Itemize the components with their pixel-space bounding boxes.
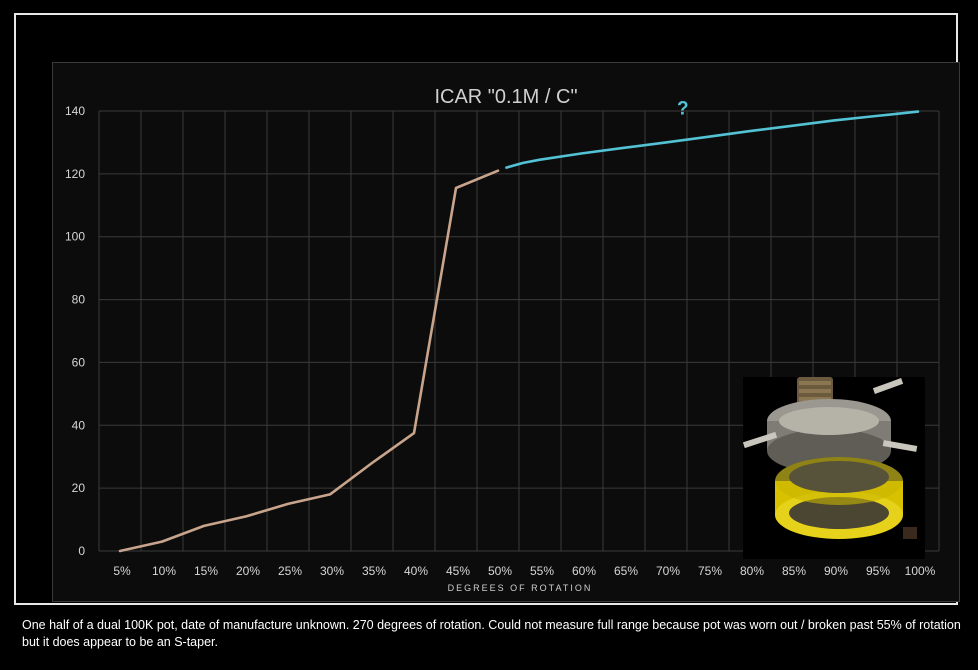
x-tick-label: 50% — [488, 564, 512, 578]
x-tick-label: 75% — [698, 564, 722, 578]
caption-text: One half of a dual 100K pot, date of man… — [22, 618, 961, 649]
x-tick-label: 65% — [614, 564, 638, 578]
question-mark-annotation: ? — [677, 99, 689, 120]
x-tick-label: 60% — [572, 564, 596, 578]
picture-frame: ICAR "0.1M / C" 0 20 40 60 80 100 120 140 5% 10%… — [14, 13, 960, 605]
x-tick-label: 85% — [782, 564, 806, 578]
y-tick-label: 80 — [72, 293, 86, 307]
line-chart: ICAR "0.1M / C" 0 20 40 60 80 100 120 140 5% 10%… — [65, 86, 940, 593]
x-tick-label: 45% — [446, 564, 470, 578]
x-tick-label: 15% — [194, 564, 218, 578]
y-tick-label: 20 — [72, 481, 86, 495]
x-tick-label: 70% — [656, 564, 680, 578]
x-tick-label: 40% — [404, 564, 428, 578]
series-line-1 — [118, 169, 500, 553]
potentiometer-photo — [742, 377, 925, 559]
x-tick-label: 95% — [866, 564, 890, 578]
x-tick-label: 100% — [905, 564, 936, 578]
y-tick-label: 60 — [72, 355, 86, 369]
x-tick-label: 5% — [113, 564, 131, 578]
x-tick-label: 10% — [152, 564, 176, 578]
x-tick-label: 25% — [278, 564, 302, 578]
series-line-2 — [505, 110, 920, 169]
y-tick-label: 0 — [78, 544, 85, 558]
y-tick-label: 100 — [65, 230, 85, 244]
x-tick-label: 30% — [320, 564, 344, 578]
x-tick-label: 55% — [530, 564, 554, 578]
chart-area: ICAR "0.1M / C" 0 20 40 60 80 100 120 140 5% 10%… — [52, 62, 960, 602]
y-tick-label: 120 — [65, 167, 85, 181]
y-tick-label: 40 — [72, 418, 86, 432]
x-tick-label: 90% — [824, 564, 848, 578]
x-tick-label: 20% — [236, 564, 260, 578]
x-tick-label: 80% — [740, 564, 764, 578]
chart-title: ICAR "0.1M / C" — [434, 86, 577, 108]
x-axis-label: DEGREES OF ROTATION — [448, 583, 593, 593]
y-tick-label: 140 — [65, 104, 85, 118]
x-tick-label: 35% — [362, 564, 386, 578]
